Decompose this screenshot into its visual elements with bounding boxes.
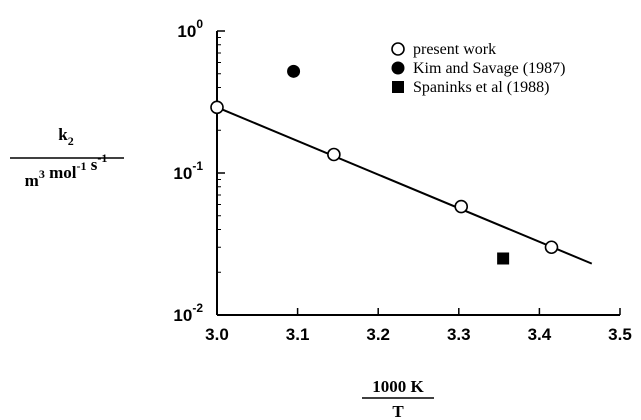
x-axis-title-denominator: T <box>392 402 404 420</box>
legend-label: Spaninks et al (1988) <box>413 79 549 96</box>
legend-label: present work <box>413 41 496 58</box>
legend-label: Kim and Savage (1987) <box>413 60 565 77</box>
y-axis-title-numerator: k2 <box>58 125 73 148</box>
x-tick-label: 3.1 <box>286 325 310 344</box>
fit-line <box>216 106 593 265</box>
legend-marker-filled-circle <box>391 61 405 75</box>
y-tick-label: 10-1 <box>173 159 203 183</box>
x-tick-label: 3.0 <box>205 325 229 344</box>
x-axis-title-numerator: 1000 K <box>372 377 424 396</box>
x-tick-label: 3.4 <box>528 325 552 344</box>
data-point-open-circle <box>454 199 469 214</box>
data-point-open-circle <box>210 100 224 115</box>
legend-marker-open-circle <box>391 42 405 56</box>
y-axis-title-denominator: m3 mol-1 s-1 <box>25 151 108 190</box>
x-tick-label: 3.5 <box>608 325 632 344</box>
legend-marker-filled-square <box>392 81 404 93</box>
data-point-open-circle <box>327 147 341 162</box>
data-point-filled-square <box>497 252 510 265</box>
data-point-filled-circle <box>287 64 301 78</box>
data-point-open-circle <box>544 240 559 255</box>
y-tick-label: 100 <box>177 17 203 41</box>
y-tick-label: 10-2 <box>173 301 203 325</box>
x-tick-label: 3.3 <box>447 325 471 344</box>
x-tick-label: 3.2 <box>366 325 390 344</box>
